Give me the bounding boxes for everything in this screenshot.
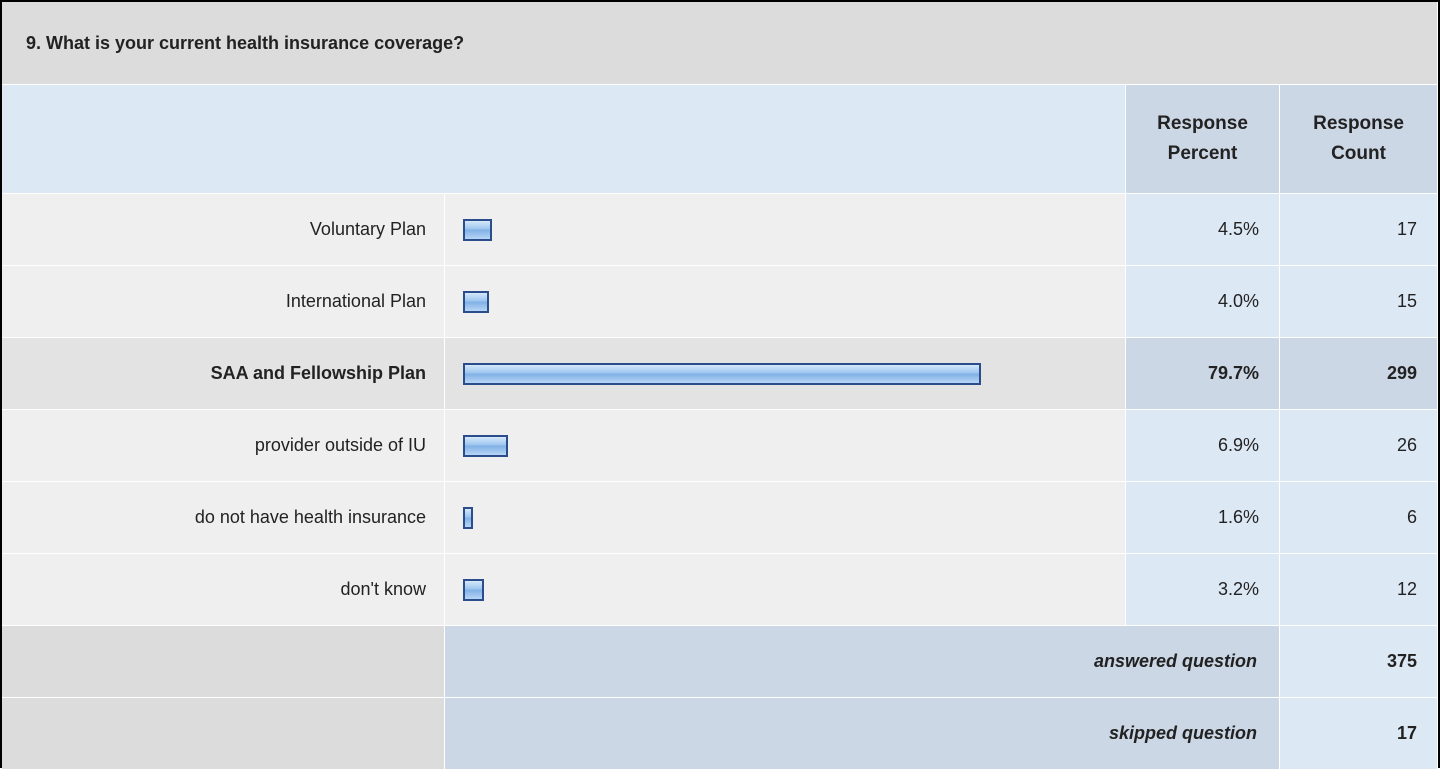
footer-label: skipped question (445, 698, 1280, 770)
bar (463, 434, 508, 457)
response-count: 12 (1280, 554, 1438, 626)
footer-label: answered question (445, 626, 1280, 698)
header-count: Response Count (1280, 85, 1438, 194)
response-percent: 4.0% (1126, 266, 1280, 338)
row-label: do not have health insurance (2, 482, 445, 554)
bar-cell (445, 266, 1126, 338)
header-blank (2, 85, 1126, 194)
row-label: Voluntary Plan (2, 194, 445, 266)
response-count: 6 (1280, 482, 1438, 554)
bar-cell (445, 410, 1126, 482)
footer-blank (2, 626, 445, 698)
question-title: 9. What is your current health insurance… (2, 2, 1438, 85)
response-percent: 79.7% (1126, 338, 1280, 410)
bar (463, 362, 982, 385)
row-label: don't know (2, 554, 445, 626)
bar-cell (445, 482, 1126, 554)
bar (463, 506, 474, 529)
footer-count: 375 (1280, 626, 1438, 698)
bar (463, 578, 484, 601)
bar-cell (445, 194, 1126, 266)
response-percent: 1.6% (1126, 482, 1280, 554)
response-percent: 3.2% (1126, 554, 1280, 626)
bar-cell (445, 554, 1126, 626)
row-label: provider outside of IU (2, 410, 445, 482)
response-count: 17 (1280, 194, 1438, 266)
row-label: SAA and Fellowship Plan (2, 338, 445, 410)
response-percent: 4.5% (1126, 194, 1280, 266)
bar (463, 218, 493, 241)
header-percent: Response Percent (1126, 85, 1280, 194)
response-count: 299 (1280, 338, 1438, 410)
bar (463, 290, 489, 313)
bar-cell (445, 338, 1126, 410)
response-count: 15 (1280, 266, 1438, 338)
footer-blank (2, 698, 445, 770)
response-percent: 6.9% (1126, 410, 1280, 482)
response-count: 26 (1280, 410, 1438, 482)
footer-count: 17 (1280, 698, 1438, 770)
row-label: International Plan (2, 266, 445, 338)
